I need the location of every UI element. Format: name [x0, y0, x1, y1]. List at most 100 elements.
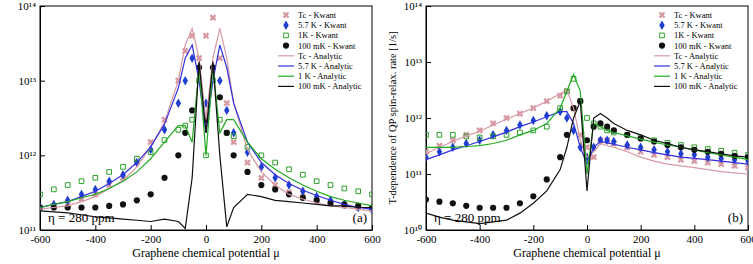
kwant-point	[437, 133, 442, 138]
legend: Tc - Kwant5.7 K - Kwant1K - Kwant100 mK …	[654, 10, 738, 91]
y-tick-mark	[426, 174, 431, 175]
kwant-point	[175, 152, 181, 158]
x-tick-mark	[261, 225, 262, 230]
analytic-line	[40, 62, 372, 229]
kwant-point	[121, 165, 126, 170]
y-tick-label: 10¹¹	[404, 168, 422, 180]
y-tick-mark	[40, 81, 45, 82]
kwant-point	[287, 167, 292, 172]
y-tick: 10¹³	[404, 56, 431, 68]
y-tick-mark	[40, 6, 45, 7]
legend-label: 100 mK - Kwant	[298, 41, 356, 51]
x-tick-mark	[151, 225, 152, 230]
kwant-point	[40, 192, 42, 197]
legend-label: Tc - Kwant	[674, 10, 713, 20]
x-tick-mark	[587, 225, 588, 230]
x-tick-mark	[317, 225, 318, 230]
x-axis-title: Graphene chemical potential μ	[513, 246, 660, 260]
x-axis-title: Graphene chemical potential μ	[132, 246, 279, 260]
x-tick-mark	[694, 225, 695, 230]
kwant-point	[51, 187, 56, 192]
y-tick-label: 10¹²	[404, 112, 422, 124]
kwant-point	[224, 130, 230, 136]
x-tick: 0	[585, 225, 591, 245]
kwant-point	[258, 182, 264, 188]
kwant-point	[224, 106, 229, 115]
y-tick-mark	[426, 118, 431, 119]
x-axis-line	[427, 230, 749, 231]
kwant-point	[475, 125, 485, 135]
legend-symbol	[283, 43, 289, 49]
y-tick-label: 10¹⁰	[404, 224, 422, 236]
kwant-point	[79, 179, 84, 184]
kwant-point	[450, 200, 456, 206]
legend-symbol	[654, 65, 670, 66]
kwant-point	[557, 154, 563, 160]
kwant-point	[517, 120, 522, 129]
y-tick: 10¹⁴	[404, 0, 431, 12]
annotation: (a)	[353, 210, 367, 225]
plot-frame	[40, 6, 372, 230]
y-axis: 10¹¹ 10¹² 10¹³ 10¹⁴	[18, 0, 45, 236]
y-tick: 10¹¹	[18, 224, 45, 236]
kwant-point	[231, 134, 236, 139]
kwant-point	[161, 175, 167, 181]
x-tick-mark	[748, 225, 749, 230]
legend-symbol	[278, 65, 294, 66]
legend-symbol	[654, 86, 670, 87]
x-tick-label: 400	[687, 233, 704, 245]
kwant-point	[242, 158, 252, 168]
x-tick-label: -400	[470, 233, 491, 245]
legend-symbol	[284, 33, 289, 38]
kwant-point	[93, 185, 98, 194]
y-tick-mark	[40, 230, 45, 231]
x-tick: 200	[254, 225, 271, 245]
kwant-point	[148, 150, 153, 155]
plot-area	[426, 74, 748, 223]
kwant-point	[436, 199, 442, 205]
x-tick-label: 600	[364, 233, 381, 245]
legend-label: 1 K - Analytic	[674, 71, 723, 81]
panel: -600-400-200020040060010¹¹10¹²10¹³10¹⁴Gr…	[18, 0, 381, 260]
legend-label: 1K - Kwant	[298, 30, 339, 40]
kwant-point	[426, 196, 429, 202]
kwant-point	[625, 140, 630, 149]
kwant-point	[273, 160, 278, 165]
annotation: η = 280 ppm	[434, 210, 501, 225]
legend-symbol	[654, 55, 670, 56]
x-tick-mark	[206, 225, 207, 230]
y-tick-label: 10¹³	[18, 75, 36, 87]
legend-label: 5.7 K - Kwant	[298, 20, 347, 30]
kwant-point	[370, 192, 372, 197]
kwant-point	[134, 197, 140, 203]
kwant-point	[183, 76, 188, 85]
y-tick-label: 10¹¹	[18, 224, 36, 236]
kwant-point	[531, 116, 536, 125]
x-tick-label: -400	[86, 233, 107, 245]
kwant-point	[256, 173, 266, 183]
kwant-point	[201, 31, 211, 41]
legend-symbol	[657, 10, 667, 20]
kwant-point	[224, 131, 229, 136]
analytic-line	[426, 74, 748, 174]
y-tick: 10¹⁴	[18, 0, 45, 12]
legend-symbol	[659, 43, 665, 49]
kwant-point	[300, 172, 305, 177]
kwant-point	[477, 135, 482, 140]
y-tick-mark	[426, 230, 431, 231]
legend: Tc - Kwant5.7 K - Kwant1K - Kwant100 mK …	[278, 10, 362, 91]
kwant-point	[148, 191, 154, 197]
kwant-point	[517, 200, 523, 206]
x-tick-label: 200	[633, 233, 650, 245]
analytic-line	[426, 112, 748, 165]
plot-frame	[426, 6, 748, 230]
annotation: (b)	[728, 210, 743, 225]
legend-label: 100 mK - Kwant	[674, 41, 732, 51]
kwant-point	[426, 133, 428, 138]
x-tick-label: -200	[141, 233, 162, 245]
x-axis-line	[41, 230, 373, 231]
kwant-point	[65, 183, 70, 188]
legend-label: 5.7 K - Kwant	[674, 20, 723, 30]
y-tick: 10¹⁰	[404, 224, 431, 236]
y-tick: 10¹²	[18, 149, 45, 161]
